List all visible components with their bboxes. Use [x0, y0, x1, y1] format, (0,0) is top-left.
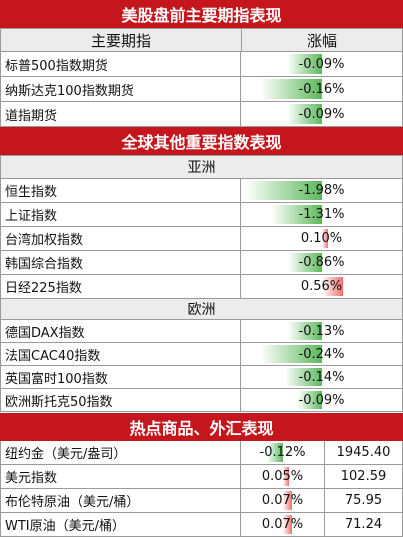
row-name: 标普500指数期货 [1, 52, 241, 76]
change-bar [266, 443, 283, 462]
index-row: 纳斯达克100指数期货 -0.16% [0, 77, 403, 102]
row-name: 德国DAX指数 [1, 320, 241, 342]
row-price: 75.95 [344, 493, 383, 508]
row-name: 纳斯达克100指数期货 [1, 77, 241, 101]
change-bar [288, 322, 322, 340]
index-row: 道指期货 -0.09% [0, 102, 403, 127]
row-name: 纽约金（美元/盎司） [1, 441, 241, 464]
index-row: 欧洲斯托克50指数 -0.09% [0, 389, 403, 412]
row-change-cell: -1.98% [241, 179, 402, 202]
commodity-row: 美元指数 0.05% 102.59 [0, 465, 403, 489]
row-name: 台湾加权指数 [1, 227, 241, 250]
row-name: 日经225指数 [1, 275, 241, 298]
row-change-cell: -0.14% [241, 366, 402, 388]
change-bar [270, 205, 322, 224]
europe-label: 欧洲 [0, 298, 403, 320]
row-change-cell: -0.86% [241, 251, 402, 274]
index-row: 上证指数 -1.31% [0, 203, 403, 227]
change-bar [321, 229, 328, 248]
index-row: 法国CAC40指数 -0.24% [0, 343, 403, 366]
row-name: 布伦特原油（美元/桶） [1, 489, 241, 512]
section2-title: 全球其他重要指数表现 [0, 127, 403, 155]
row-change: 0.05% [261, 469, 304, 484]
row-change: -0.12% [259, 445, 306, 460]
row-name: 法国CAC40指数 [1, 343, 241, 365]
row-change-cell: -0.09% [241, 52, 402, 76]
row-change: -0.16% [298, 81, 345, 97]
row-change-cell: -0.13% [241, 320, 402, 342]
row-change: -0.13% [298, 323, 345, 339]
row-change-cell: -0.12% [241, 441, 325, 464]
change-bar [286, 54, 322, 74]
row-change: 0.07% [261, 517, 304, 532]
change-bar [282, 467, 290, 486]
row-change-cell: -0.24% [241, 343, 402, 365]
row-change: -0.09% [298, 392, 345, 408]
row-change-cell: -1.31% [241, 203, 402, 226]
index-row: 韩国综合指数 -0.86% [0, 251, 403, 275]
index-row: 英国富时100指数 -0.14% [0, 366, 403, 389]
commodity-row: 布伦特原油（美元/桶） 0.07% 75.95 [0, 489, 403, 513]
row-change-cell: 0.07% [241, 489, 325, 512]
row-change: -1.31% [298, 207, 345, 222]
row-change: -0.24% [298, 346, 345, 362]
index-row: 台湾加权指数 0.10% [0, 227, 403, 251]
col-change-header: 涨幅 [306, 31, 337, 50]
row-change: 0.10% [300, 231, 343, 246]
change-bar [286, 104, 322, 124]
row-price: 1945.40 [336, 445, 391, 460]
row-price: 102.59 [340, 469, 387, 484]
index-row: 标普500指数期货 -0.09% [0, 52, 403, 77]
row-name: 美元指数 [1, 465, 241, 488]
commodity-row: WTI原油（美元/桶） 0.07% 71.24 [0, 513, 403, 537]
change-bar [259, 345, 322, 363]
change-bar [245, 181, 322, 200]
change-bar [298, 391, 322, 409]
index-row: 日经225指数 0.56% [0, 275, 403, 299]
row-change-cell: 0.56% [241, 275, 402, 298]
row-price: 71.24 [344, 517, 383, 532]
row-change-cell: -0.16% [241, 77, 402, 101]
row-change-cell: 0.07% [241, 513, 325, 536]
row-change-cell: -0.09% [241, 102, 402, 126]
row-change: 0.56% [300, 279, 343, 294]
section3-title: 热点商品、外汇表现 [0, 413, 403, 441]
row-name: 韩国综合指数 [1, 251, 241, 274]
row-change: -0.14% [298, 369, 345, 385]
change-bar [321, 277, 344, 296]
asia-label: 亚洲 [0, 155, 403, 179]
change-bar [285, 368, 322, 386]
row-name: 英国富时100指数 [1, 366, 241, 388]
row-change: -0.86% [298, 255, 345, 270]
change-bar [282, 491, 292, 510]
section1-header: 主要期指 涨幅 [0, 28, 403, 52]
index-row: 德国DAX指数 -0.13% [0, 320, 403, 343]
col-name-header: 主要期指 [1, 29, 242, 51]
row-name: 上证指数 [1, 203, 241, 226]
change-bar [259, 79, 322, 99]
row-name: 欧洲斯托克50指数 [1, 389, 241, 411]
change-bar [288, 253, 322, 272]
row-name: 道指期货 [1, 102, 241, 126]
index-row: 恒生指数 -1.98% [0, 179, 403, 203]
row-change: -0.09% [298, 56, 345, 72]
row-name: 恒生指数 [1, 179, 241, 202]
row-change-cell: 0.10% [241, 227, 402, 250]
section1-title: 美股盘前主要期指表现 [0, 0, 403, 28]
change-bar [282, 515, 292, 534]
row-change: 0.07% [261, 493, 304, 508]
row-name: WTI原油（美元/桶） [1, 513, 241, 536]
row-change-cell: -0.09% [241, 389, 402, 411]
commodity-row: 纽约金（美元/盎司） -0.12% 1945.40 [0, 441, 403, 465]
row-change-cell: 0.05% [241, 465, 325, 488]
row-change: -0.09% [298, 106, 345, 122]
row-change: -1.98% [298, 183, 345, 198]
